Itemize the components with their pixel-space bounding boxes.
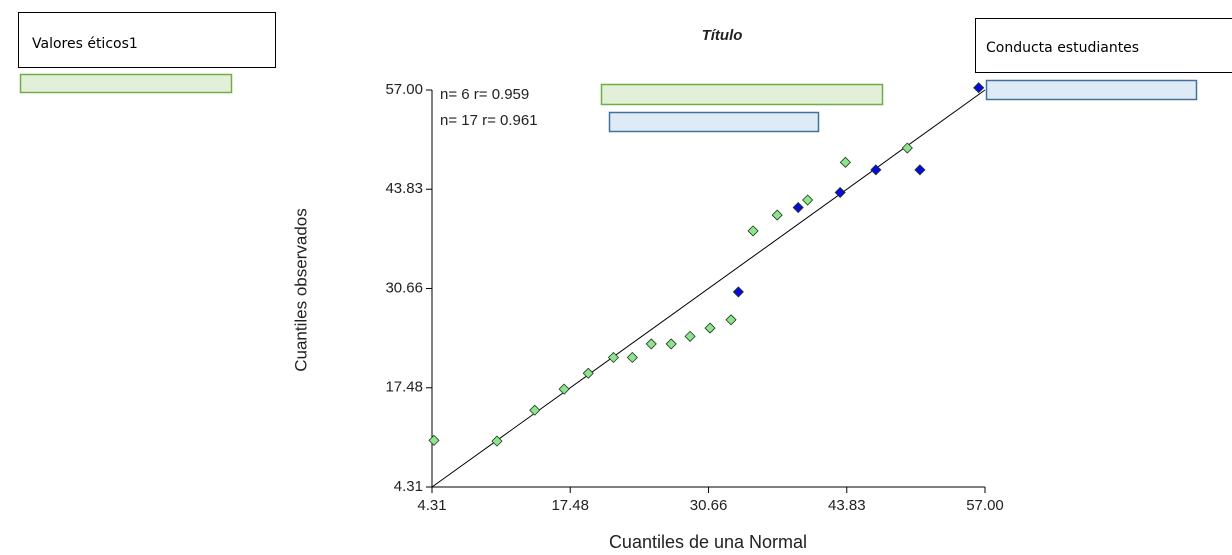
data-point	[558, 383, 570, 395]
y-tick-label: 57.00	[385, 81, 423, 98]
reference-line	[431, 89, 986, 488]
data-point	[901, 142, 913, 154]
data-point	[626, 351, 638, 364]
data-point	[491, 435, 503, 447]
x-tick-label: 43.83	[828, 497, 866, 514]
y-tick-label: 30.66	[385, 279, 423, 296]
data-point	[725, 314, 737, 326]
legend-box	[975, 18, 1232, 73]
legend-label: Conducta estudiantes	[986, 40, 1139, 56]
y-tick-label: 4.31	[394, 478, 423, 495]
annotation: n= 6 r= 0.959	[440, 86, 529, 103]
x-tick-label: 57.00	[966, 497, 1004, 514]
data-point	[684, 330, 696, 342]
legend-swatch	[19, 73, 233, 94]
legend-box	[18, 12, 276, 68]
annotation-box	[608, 111, 820, 133]
chart-title: Título	[702, 27, 743, 44]
y-tick-label: 43.83	[385, 180, 423, 197]
data-point	[834, 186, 846, 199]
annotation-box	[985, 79, 1198, 101]
data-point	[747, 225, 759, 237]
y-tick-label: 17.48	[385, 379, 423, 396]
legend-label: Valores éticos1	[32, 36, 138, 52]
annotation-box	[600, 83, 884, 106]
annotation: n= 17 r= 0.961	[440, 112, 538, 129]
data-point	[665, 338, 677, 350]
data-point	[914, 164, 926, 176]
x-tick-label: 30.66	[690, 497, 728, 514]
data-point	[839, 156, 851, 168]
data-point	[792, 201, 804, 214]
data-point	[973, 82, 985, 94]
data-point	[732, 286, 744, 298]
data-point	[771, 209, 783, 221]
data-point	[582, 367, 594, 379]
data-point	[645, 338, 657, 350]
data-point	[704, 322, 716, 334]
y-axis-label: Cuantiles observados	[291, 208, 310, 371]
x-tick-label: 4.31	[417, 497, 446, 514]
x-axis-label: Cuantiles de una Normal	[609, 532, 807, 552]
data-point	[802, 194, 814, 206]
data-point	[607, 351, 620, 364]
x-tick-label: 17.48	[551, 497, 589, 514]
data-point	[529, 404, 541, 416]
data-point	[870, 164, 882, 176]
data-point	[428, 434, 440, 446]
